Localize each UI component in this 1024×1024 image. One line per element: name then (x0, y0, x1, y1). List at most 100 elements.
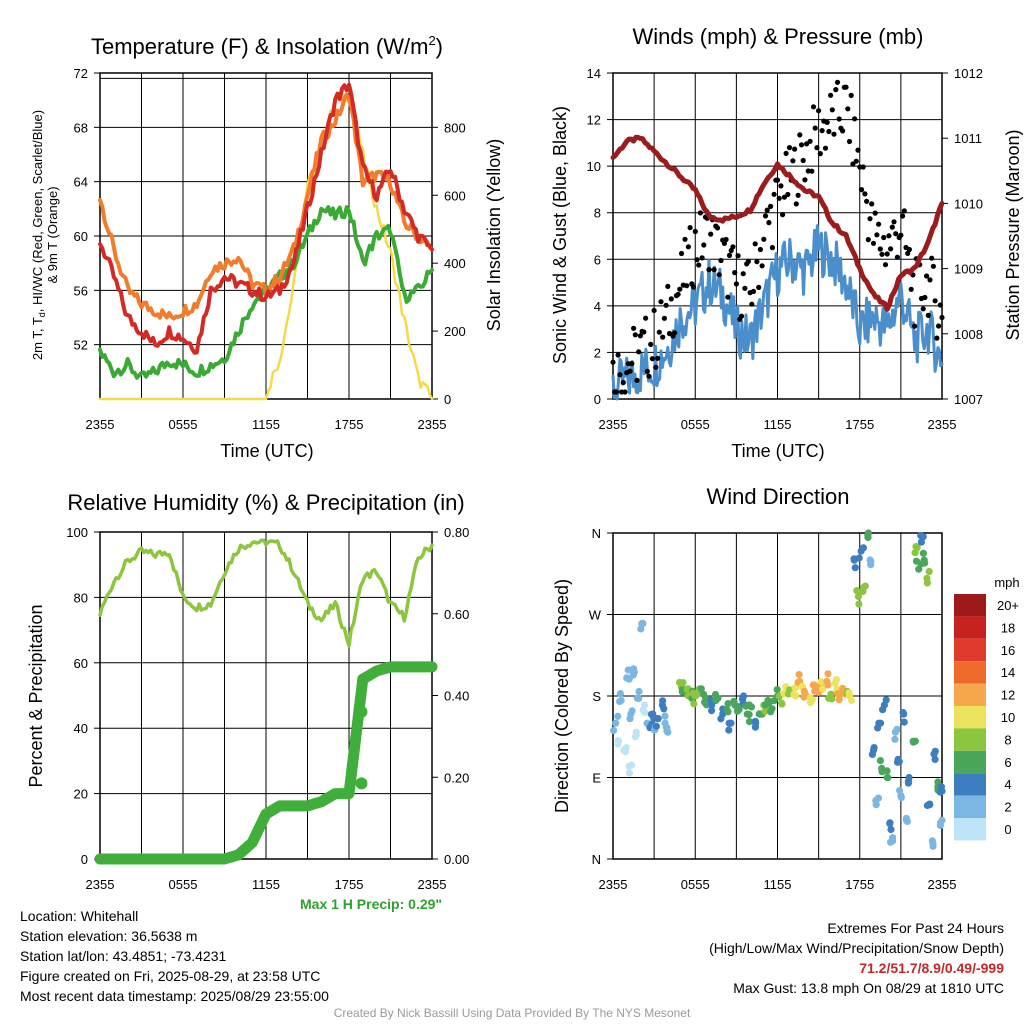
direction-point (825, 694, 833, 702)
direction-point (708, 707, 716, 715)
gust-point (613, 389, 620, 395)
wind-ytick-label: 12 (587, 113, 601, 128)
gust-point (853, 158, 859, 164)
legend-swatch (954, 728, 986, 751)
gust-point (874, 232, 880, 238)
gust-point (840, 128, 846, 134)
gust-point (932, 298, 938, 304)
gust-point (852, 116, 858, 122)
gust-point (656, 329, 662, 335)
gust-point (663, 302, 669, 308)
legend-title: mph (994, 575, 1019, 590)
gust-point (822, 145, 829, 151)
gust-point (726, 252, 733, 258)
direction-point (904, 777, 913, 785)
direction-point (653, 715, 661, 723)
wind-rtick-label: 1011 (954, 131, 982, 146)
direction-point (610, 726, 618, 735)
direction-point (614, 737, 622, 745)
direction-point (817, 678, 825, 686)
gust-point (865, 237, 871, 243)
gust-point (742, 285, 748, 291)
gust-point (862, 191, 868, 197)
gust-point (937, 302, 943, 308)
direction-panel: Wind Direction 2355 0555 1155 1755 2355 N E S W N… (552, 484, 1020, 892)
gust-point (764, 207, 770, 213)
gust-point (800, 157, 806, 164)
legend-label: 14 (1001, 665, 1015, 680)
direction-point (925, 567, 933, 576)
gust-point (869, 201, 875, 207)
direction-point (884, 774, 892, 782)
gust-point (738, 313, 745, 319)
gust-point (771, 191, 777, 197)
direction-point (824, 670, 832, 678)
direction-point (641, 708, 649, 717)
gust-point (677, 286, 683, 292)
temperature-ylabel-line2: & 9m T (Orange) (45, 186, 60, 283)
direction-point (923, 579, 932, 587)
direction-point (819, 685, 827, 693)
direction-ylabel: Direction (Colored By Speed) (552, 579, 572, 813)
gust-point (924, 273, 930, 279)
direction-point (923, 801, 932, 810)
gust-point (900, 213, 906, 219)
legend-swatch (954, 661, 986, 684)
rh-xtick-label: 2355 (418, 877, 447, 892)
gust-point (762, 213, 769, 219)
gust-point (872, 210, 878, 216)
gust-point (846, 138, 853, 145)
direction-point (690, 700, 698, 708)
direction-point (832, 676, 841, 684)
gust-point (766, 220, 772, 226)
gust-point (786, 145, 793, 151)
gust-point (740, 271, 746, 277)
gust-point (795, 192, 801, 198)
direction-point (845, 692, 854, 700)
legend-swatch (954, 795, 986, 818)
gust-point (920, 306, 926, 312)
dir-ytick-label: S (592, 689, 601, 704)
rh-xtick-label: 1155 (252, 877, 280, 892)
gust-point (814, 145, 820, 151)
gust-point (646, 373, 652, 379)
temp-ytick-label: 56 (74, 283, 88, 298)
direction-point (864, 529, 873, 537)
gust-point (697, 210, 704, 216)
rh-border (99, 531, 433, 860)
gust-point (699, 255, 705, 261)
gust-point (855, 147, 861, 153)
gust-point (889, 224, 895, 230)
legend-label: 16 (1001, 643, 1015, 658)
gust-point (802, 177, 808, 183)
legend-label: 8 (1004, 732, 1011, 747)
direction-point (773, 686, 781, 694)
gust-point (750, 288, 757, 294)
gust-point (651, 307, 657, 314)
temperature-ylabel: 2m T, Td, HI/WC (Red, Green, Scarlet/Blu… (30, 110, 47, 360)
humidity-ylabel: Percent & Precipitation (26, 604, 46, 787)
temp-line (98, 82, 434, 355)
direction-point (614, 712, 622, 720)
gust-point (627, 368, 633, 374)
direction-point (897, 794, 906, 802)
direction-point (751, 717, 760, 725)
dir-xtick-label: 1755 (845, 877, 874, 892)
direction-point (900, 718, 908, 726)
gust-point (929, 255, 935, 261)
direction-point (637, 625, 645, 633)
gust-point (810, 104, 817, 110)
direction-point (725, 726, 733, 734)
speed-legend: mph 20+ 18 16 14 12 10 8 6 4 2 0 (954, 575, 1020, 841)
direction-point (834, 690, 842, 698)
gust-point (617, 372, 623, 378)
wind-ytick-label: 2 (594, 345, 601, 360)
direction-title: Wind Direction (706, 484, 849, 509)
direction-point (824, 681, 832, 689)
gust-point (648, 341, 654, 347)
direction-point (937, 783, 946, 791)
gust-point (797, 132, 803, 138)
direction-point (730, 697, 738, 705)
direction-point (791, 684, 799, 692)
gust-point (622, 389, 628, 395)
